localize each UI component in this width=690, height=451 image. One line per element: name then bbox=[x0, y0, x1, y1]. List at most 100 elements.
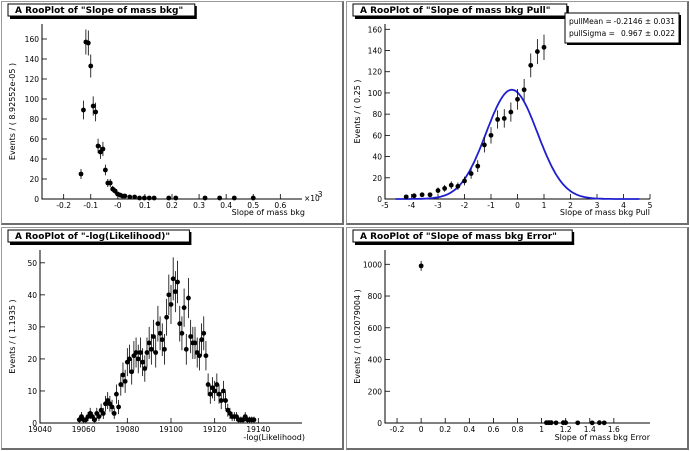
pad-neg-log-likelihood[interactable]: 19040 19060 19080 19100 19120 19140 0 10 20 30 40 5… bbox=[1, 227, 344, 450]
data-point bbox=[133, 350, 139, 355]
data-point bbox=[140, 359, 146, 365]
axes-frame bbox=[39, 250, 302, 424]
data-point bbox=[146, 195, 152, 201]
data-point bbox=[207, 391, 213, 397]
chart-svg: -0.2 -0.1 -0 0.1 0.2 0.3 0.4 0.5 0.6 0 20 40 60 80 100… bbox=[7, 3, 323, 217]
y-tick-label: 140 bbox=[25, 55, 40, 64]
data-point bbox=[589, 420, 595, 426]
pad-slope-mass-bkg-error[interactable]: -0.2 0 0.2 0.4 0.6 0.8 1 1.2 1.4 1.6 0 200 400 600 800… bbox=[346, 227, 689, 450]
data-point bbox=[553, 420, 559, 426]
y-axis-label: Events / ( 1.1935 ) bbox=[8, 299, 17, 373]
data-point bbox=[183, 346, 189, 352]
data-point bbox=[135, 356, 141, 362]
data-point bbox=[120, 372, 126, 378]
title-box bbox=[7, 3, 196, 17]
x-exponent: -3 bbox=[315, 190, 323, 199]
data-point bbox=[223, 398, 228, 403]
x-tick-label: 0.1 bbox=[139, 201, 151, 210]
y-tick-label: 20 bbox=[27, 355, 37, 364]
x-axis-label: Slope of mass bkg Error bbox=[555, 433, 651, 442]
x-tick-label: 19040 bbox=[28, 425, 52, 434]
x-tick-label: -5 bbox=[381, 201, 389, 210]
x-tick-label: -3 bbox=[434, 201, 442, 210]
y-tick-label: 80 bbox=[372, 110, 382, 119]
y-axis-label: Events / ( 0.02079004 ) bbox=[353, 289, 362, 384]
data-point bbox=[100, 410, 106, 416]
data-point bbox=[111, 410, 117, 416]
data-point bbox=[601, 420, 607, 426]
y-tick-label: 10 bbox=[27, 387, 37, 396]
data-point bbox=[597, 420, 602, 426]
x-tick-label: 0.2 bbox=[439, 425, 451, 434]
data-point bbox=[81, 107, 86, 113]
data-point bbox=[96, 414, 102, 419]
y-tick-label: 20 bbox=[372, 174, 382, 183]
data-point bbox=[122, 193, 128, 199]
x-tick-label: 19140 bbox=[246, 425, 270, 434]
y-axis-label: Events / ( 8.92552e-05 ) bbox=[8, 63, 17, 160]
pad-slope-mass-bkg[interactable]: -0.2 -0.1 -0 0.1 0.2 0.3 0.4 0.5 0.6 0 20 40 60 80 100… bbox=[1, 1, 344, 225]
data-point bbox=[475, 163, 481, 169]
data-point bbox=[508, 109, 514, 115]
x-tick-label: 0 bbox=[515, 201, 520, 210]
data-point bbox=[102, 167, 108, 173]
x-tick-label: -2 bbox=[461, 201, 469, 210]
x-tick-label: 0.4 bbox=[463, 425, 475, 434]
y-tick-label: 400 bbox=[368, 356, 383, 365]
data-point bbox=[179, 330, 185, 336]
pad-slope-mass-bkg-pull[interactable]: -5 -4 -3 -2 -1 0 1 2 3 4 5 0 20 40 60 80 100 120 140 160 Slo… bbox=[346, 1, 689, 225]
data-point bbox=[205, 382, 211, 387]
chart-svg: -5 -4 -3 -2 -1 0 1 2 3 4 5 0 20 40 60 80 100 120 140 160 Slo… bbox=[352, 3, 681, 217]
x-tick-label: 1 bbox=[542, 201, 547, 210]
data-point bbox=[141, 195, 147, 201]
y-tick-label: 40 bbox=[372, 153, 382, 162]
data-point bbox=[192, 340, 198, 346]
data-point bbox=[199, 337, 204, 343]
y-tick-label: 30 bbox=[27, 323, 37, 332]
title-box bbox=[7, 229, 190, 243]
data-point bbox=[109, 404, 115, 410]
data-point bbox=[188, 334, 194, 339]
data-point bbox=[142, 366, 148, 371]
data-point bbox=[501, 115, 507, 121]
y-tick-label: 0 bbox=[32, 419, 37, 428]
data-point bbox=[214, 382, 220, 387]
x-tick-label: 0.4 bbox=[220, 201, 232, 210]
data-point bbox=[403, 194, 409, 200]
chart-svg: 19040 19060 19080 19100 19120 19140 0 10 20 30 40 5… bbox=[7, 229, 305, 442]
data-point bbox=[129, 369, 135, 375]
x-tick-label: 3 bbox=[595, 201, 600, 210]
y-tick-label: 120 bbox=[25, 75, 40, 84]
data-point bbox=[528, 62, 534, 68]
data-point bbox=[90, 103, 96, 109]
data-point bbox=[164, 314, 170, 320]
y-tick-label: 100 bbox=[25, 95, 40, 104]
y-tick-label: 600 bbox=[368, 324, 383, 333]
chart-svg: -0.2 0 0.2 0.4 0.6 0.8 1 1.2 1.4 1.6 0 200 400 600 800… bbox=[352, 229, 651, 442]
title-box bbox=[352, 3, 568, 17]
data-point bbox=[153, 350, 159, 355]
data-point bbox=[177, 321, 183, 327]
data-point bbox=[155, 321, 161, 327]
data-point bbox=[418, 263, 424, 269]
x-tick-label: 19120 bbox=[203, 425, 227, 434]
data-point bbox=[563, 420, 569, 426]
x-tick-label: -0.1 bbox=[83, 201, 98, 210]
chart-title: A RooPlot of "Slope of mass bkg" bbox=[15, 6, 183, 16]
data-point bbox=[166, 292, 172, 298]
data-point bbox=[462, 178, 467, 184]
data-point bbox=[127, 194, 133, 200]
y-tick-label: 80 bbox=[29, 115, 39, 124]
data-point bbox=[250, 195, 256, 201]
stat-value: -0.2146 ± 0.031 bbox=[614, 17, 676, 26]
data-point bbox=[173, 195, 179, 201]
data-point bbox=[137, 195, 142, 201]
data-point bbox=[186, 295, 191, 301]
data-point bbox=[116, 404, 121, 410]
y-tick-label: 120 bbox=[368, 68, 383, 77]
data-point bbox=[85, 40, 91, 46]
data-point bbox=[157, 330, 163, 336]
data-point bbox=[118, 382, 124, 387]
chart-title: A RooPlot of "-log(Likelihood)" bbox=[15, 232, 170, 242]
